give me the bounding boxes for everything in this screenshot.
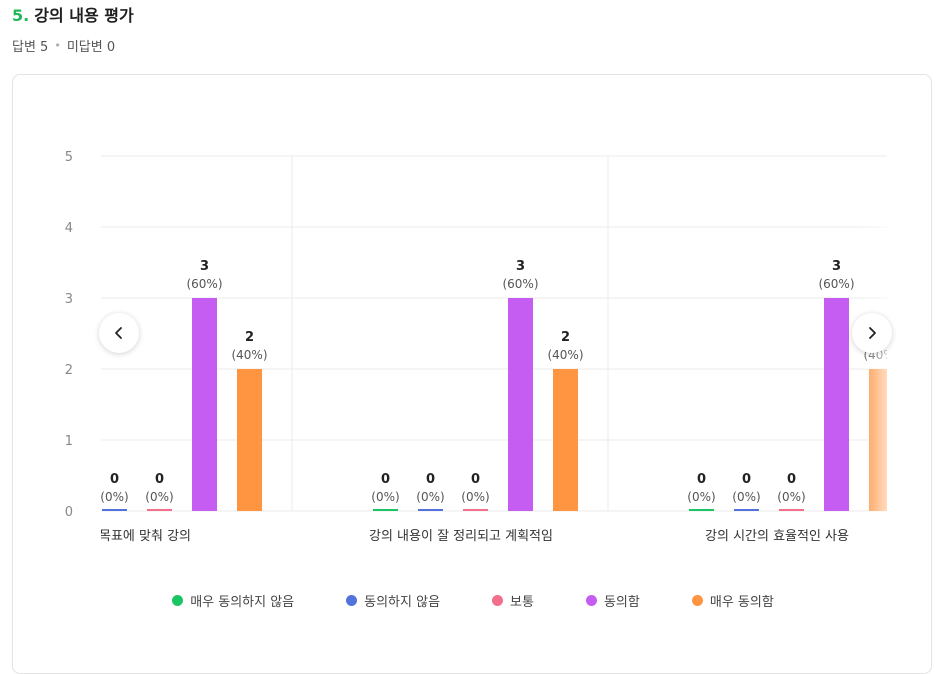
y-tick-label: 2 bbox=[65, 363, 73, 378]
bar-percent-label: (0%) bbox=[732, 490, 760, 504]
bar-percent-label: (0%) bbox=[416, 490, 444, 504]
bar-value-label: 0 bbox=[426, 472, 435, 487]
y-tick-label: 3 bbox=[65, 292, 73, 307]
legend-label: 동의함 bbox=[603, 595, 640, 610]
bar-value-label: 3 bbox=[200, 259, 209, 274]
legend-item-disagree[interactable]: 동의하지 않음 bbox=[346, 591, 440, 610]
legend-label: 매우 동의함 bbox=[709, 595, 774, 610]
x-category-label: 강의 내용이 잘 정리되고 계획적임 bbox=[369, 529, 553, 544]
question-title: 5. 강의 내용 평가 bbox=[12, 2, 134, 26]
bar-percent-label: (60%) bbox=[818, 277, 854, 291]
legend-dot bbox=[172, 595, 184, 606]
chevron-left-icon bbox=[115, 327, 122, 339]
bar bbox=[553, 369, 578, 511]
legend-dot bbox=[492, 595, 504, 606]
bar-percent-label: (0%) bbox=[371, 490, 399, 504]
bar bbox=[373, 509, 398, 511]
bar bbox=[237, 369, 262, 511]
bar-value-label: 3 bbox=[516, 259, 525, 274]
bar-value-label: 3 bbox=[832, 259, 841, 274]
bar bbox=[463, 509, 488, 511]
bar bbox=[869, 369, 887, 511]
bar-value-label: 0 bbox=[471, 472, 480, 487]
answered-count: 답변 5 bbox=[12, 40, 49, 55]
y-tick-label: 0 bbox=[65, 505, 73, 520]
bar-value-label: 0 bbox=[155, 472, 164, 487]
bar-value-label: 0 bbox=[697, 472, 706, 487]
bar bbox=[689, 509, 714, 511]
bar-value-label: 0 bbox=[110, 472, 119, 487]
legend-label: 매우 동의하지 않음 bbox=[190, 595, 295, 610]
legend-item-neutral[interactable]: 보통 bbox=[492, 591, 534, 610]
bar bbox=[192, 298, 217, 511]
bar-value-label: 0 bbox=[381, 472, 390, 487]
bar-percent-label: (40%) bbox=[547, 348, 583, 362]
question-title-text: 강의 내용 평가 bbox=[34, 6, 134, 25]
bar bbox=[102, 509, 127, 511]
plot-area: 0(0%)0(0%)0(0%)3(60%)2(40%)목표에 맞춰 강의0(0%… bbox=[55, 259, 887, 544]
bar-percent-label: (0%) bbox=[687, 490, 715, 504]
legend-dot bbox=[585, 595, 597, 606]
bar-percent-label: (0%) bbox=[461, 490, 489, 504]
chart-prev-button[interactable] bbox=[99, 313, 139, 353]
legend-dot bbox=[346, 595, 358, 606]
bar-value-label: 0 bbox=[742, 472, 751, 487]
bar bbox=[734, 509, 759, 511]
bar-percent-label: (0%) bbox=[100, 490, 128, 504]
legend-item-agree[interactable]: 동의함 bbox=[585, 591, 640, 610]
legend-dot bbox=[691, 595, 703, 606]
y-tick-label: 1 bbox=[65, 434, 73, 449]
legend-item-strongly-disagree[interactable]: 매우 동의하지 않음 bbox=[172, 591, 294, 610]
bar-percent-label: (60%) bbox=[186, 277, 222, 291]
bar-percent-label: (40%) bbox=[231, 348, 267, 362]
bar-percent-label: (0%) bbox=[55, 490, 83, 504]
bar-value-label: 2 bbox=[561, 330, 570, 345]
chart-legend: 매우 동의하지 않음 동의하지 않음 보통 동의함 매우 동의함 bbox=[13, 591, 931, 610]
chart-card: 0 1 2 3 4 5 0 (0%) 0 (0%) 0 (0%) 3 (60%) 2 (40%) 목표에 맞춰 … bbox=[12, 74, 932, 674]
unanswered-count: 미답변 0 bbox=[66, 40, 116, 55]
separator-dot: • bbox=[54, 39, 61, 52]
chart-next-button[interactable] bbox=[852, 313, 892, 353]
legend-item-strongly-agree[interactable]: 매우 동의함 bbox=[691, 591, 774, 610]
bar-value-label: 0 bbox=[787, 472, 796, 487]
bar bbox=[508, 298, 533, 511]
y-tick-label: 5 bbox=[65, 150, 73, 165]
x-category-label: 목표에 맞춰 강의 bbox=[99, 529, 191, 544]
x-category-label: 강의 시간의 효율적인 사용 bbox=[705, 529, 849, 544]
bar-value-label: 2 bbox=[245, 330, 254, 345]
legend-label: 보통 bbox=[510, 595, 534, 610]
question-header: 5. 강의 내용 평가 답변 5 • 미답변 0 bbox=[12, 2, 134, 55]
question-number: 5. bbox=[12, 6, 30, 25]
y-tick-label: 4 bbox=[65, 221, 73, 236]
bar bbox=[824, 298, 849, 511]
bar-percent-label: (0%) bbox=[145, 490, 173, 504]
bar bbox=[779, 509, 804, 511]
bar bbox=[418, 509, 443, 511]
response-counts: 답변 5 • 미답변 0 bbox=[12, 36, 134, 55]
bar-value-label: 0 bbox=[65, 472, 74, 487]
legend-label: 동의하지 않음 bbox=[364, 595, 441, 610]
bar-percent-label: (60%) bbox=[502, 277, 538, 291]
bar bbox=[147, 509, 172, 511]
bar-percent-label: (0%) bbox=[777, 490, 805, 504]
chevron-right-icon bbox=[869, 327, 876, 339]
